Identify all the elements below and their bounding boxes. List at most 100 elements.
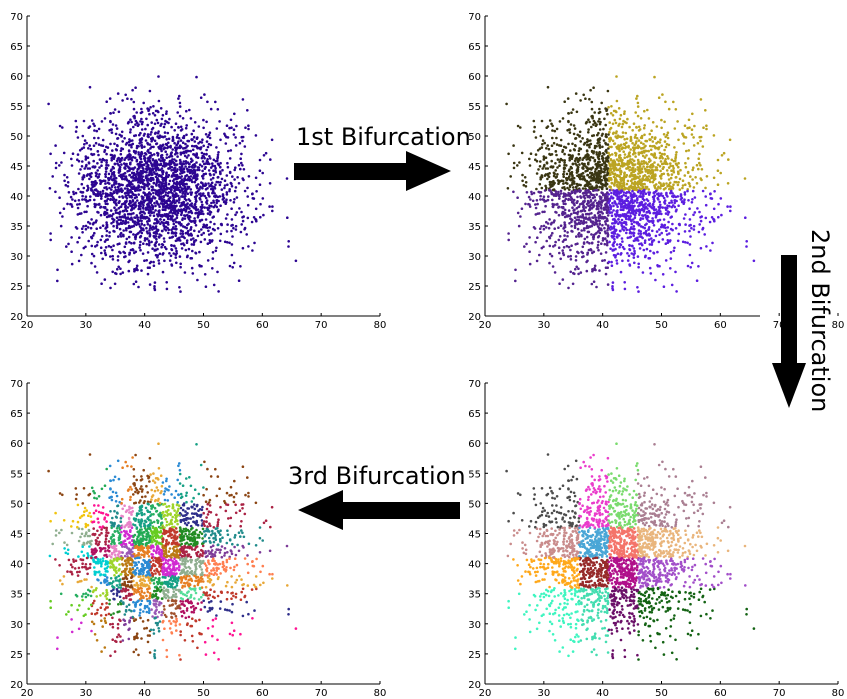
scatter-point	[545, 147, 548, 150]
scatter-point	[626, 211, 630, 214]
scatter-point	[699, 177, 702, 180]
scatter-point	[185, 109, 188, 113]
scatter-point	[546, 167, 550, 170]
scatter-point	[157, 145, 160, 149]
scatter-point	[567, 286, 570, 290]
scatter-point	[608, 130, 611, 134]
scatter-point	[202, 172, 206, 176]
scatter-point	[716, 169, 720, 172]
scatter-point	[100, 160, 103, 164]
scatter-point	[94, 174, 98, 178]
scatter-point	[554, 190, 558, 193]
scatter-point	[140, 144, 144, 147]
scatter-point	[173, 153, 177, 156]
scatter-point	[570, 218, 574, 222]
scatter-point	[572, 148, 576, 151]
scatter-point	[146, 198, 149, 202]
scatter-point	[90, 188, 93, 192]
scatter-point	[542, 158, 546, 161]
scatter-point	[600, 242, 603, 245]
scatter-point	[208, 241, 212, 244]
scatter-point	[629, 218, 632, 221]
scatter-point	[93, 231, 96, 235]
scatter-point	[190, 180, 194, 184]
scatter-point	[210, 201, 213, 205]
scatter-point	[168, 214, 172, 218]
scatter-point	[671, 222, 674, 226]
scatter-point	[722, 151, 726, 155]
scatter-point	[230, 207, 233, 210]
scatter-point	[165, 156, 168, 159]
scatter-point	[548, 244, 552, 248]
scatter-point	[200, 141, 204, 144]
scatter-point	[593, 146, 597, 150]
scatter-point	[202, 231, 205, 235]
scatter-point	[533, 227, 537, 230]
scatter-point	[184, 210, 188, 213]
scatter-point	[698, 161, 701, 165]
scatter-point	[660, 118, 663, 122]
scatter-point	[579, 196, 583, 199]
scatter-point	[625, 197, 629, 201]
scatter-point	[190, 266, 194, 270]
scatter-point	[87, 220, 90, 224]
scatter-point	[609, 158, 613, 162]
scatter-point	[606, 241, 609, 245]
scatter-point	[246, 109, 249, 112]
scatter-point	[226, 161, 229, 165]
scatter-point	[514, 279, 517, 283]
scatter-point	[625, 223, 628, 226]
scatter-point	[588, 120, 591, 124]
scatter-point	[193, 121, 197, 124]
scatter-point	[238, 141, 242, 145]
scatter-point	[129, 190, 133, 194]
scatter-point	[271, 209, 274, 213]
scatter-point	[577, 251, 580, 255]
scatter-point	[677, 181, 680, 184]
scatter-point	[150, 189, 154, 192]
scatter-point	[182, 151, 186, 155]
y-tick-label: 65	[468, 42, 481, 53]
scatter-point	[205, 148, 208, 152]
scatter-point	[229, 199, 232, 202]
scatter-point	[608, 168, 612, 171]
scatter-point	[545, 239, 548, 243]
scatter-point	[85, 210, 88, 214]
scatter-point	[566, 231, 569, 234]
scatter-point	[674, 108, 678, 111]
scatter-point	[654, 168, 657, 172]
scatter-point	[579, 222, 582, 225]
scatter-point	[128, 240, 131, 244]
scatter-point	[88, 144, 91, 147]
scatter-point	[196, 278, 199, 282]
scatter-point	[624, 131, 628, 135]
scatter-point	[589, 88, 592, 92]
scatter-point	[218, 195, 222, 198]
scatter-point	[119, 205, 123, 208]
scatter-point	[98, 158, 102, 161]
scatter-point	[88, 172, 92, 176]
scatter-point	[193, 163, 196, 166]
scatter-point	[572, 124, 576, 127]
scatter-point	[581, 177, 584, 181]
scatter-point	[529, 198, 532, 201]
scatter-point	[62, 207, 66, 210]
scatter-point	[113, 282, 117, 286]
scatter-point	[598, 223, 601, 226]
scatter-point	[654, 234, 658, 238]
scatter-point	[225, 124, 229, 127]
scatter-point	[103, 278, 107, 281]
scatter-point	[99, 206, 102, 209]
scatter-point	[141, 197, 144, 201]
scatter-point	[137, 285, 140, 289]
scatter-point	[149, 260, 153, 264]
scatter-points	[47, 75, 298, 293]
scatter-point	[557, 206, 560, 209]
scatter-point	[540, 186, 544, 190]
scatter-point	[100, 235, 104, 238]
scatter-point	[637, 265, 640, 269]
scatter-point	[92, 153, 96, 156]
scatter-point	[571, 282, 575, 286]
scatter-point	[171, 207, 174, 210]
scatter-point	[661, 194, 665, 198]
